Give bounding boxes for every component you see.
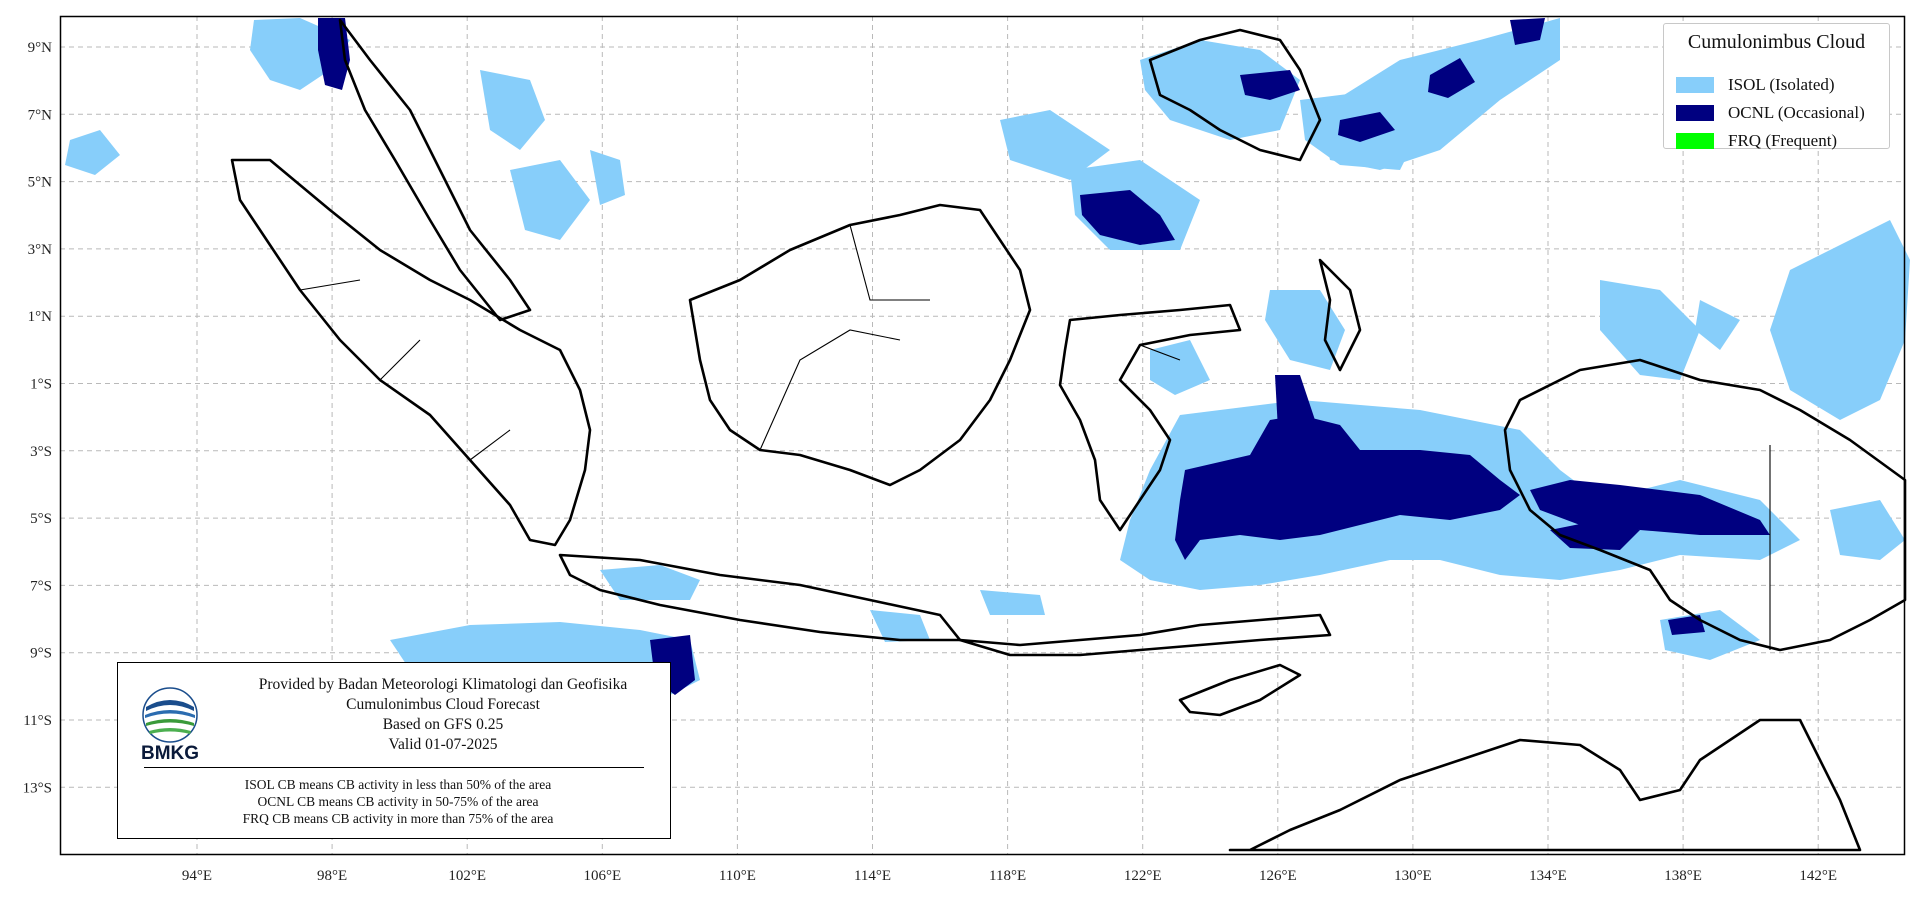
australia-coast bbox=[1228, 718, 1862, 852]
isol-area bbox=[1000, 110, 1110, 180]
legend: Cumulonimbus Cloud ISOL (Isolated) OCNL … bbox=[1663, 23, 1890, 152]
longitude-label: 130°E bbox=[1394, 868, 1432, 884]
longitude-label: 102°E bbox=[448, 868, 486, 884]
latitude-label: 5°S bbox=[30, 511, 52, 527]
coastlines bbox=[230, 18, 1907, 852]
longitude-labels: 94°E 98°E 102°E 106°E 110°E 114°E 118°E 122°E 12… bbox=[182, 868, 1837, 884]
latitude-label: 3°N bbox=[28, 242, 52, 258]
isol-area bbox=[1770, 220, 1910, 420]
latitude-label: 1°N bbox=[28, 309, 52, 325]
isol-area bbox=[480, 70, 545, 150]
info-product: Cumulonimbus Cloud Forecast bbox=[346, 696, 540, 713]
ocnl-area bbox=[1240, 70, 1300, 100]
info-provider: Provided by Badan Meteorologi Klimatolog… bbox=[258, 676, 628, 693]
legend-swatch-frq bbox=[1676, 133, 1714, 149]
latitude-label: 9°S bbox=[30, 646, 52, 662]
legend-item-isol: ISOL (Isolated) bbox=[1676, 74, 1835, 96]
latitude-label: 11°S bbox=[23, 713, 52, 729]
longitude-label: 134°E bbox=[1529, 868, 1567, 884]
ocnl-area bbox=[1668, 615, 1705, 635]
borneo-coast bbox=[688, 203, 1032, 487]
longitude-label: 98°E bbox=[317, 868, 347, 884]
isol-area bbox=[1265, 290, 1345, 370]
legend-label-frq: FRQ (Frequent) bbox=[1728, 131, 1838, 150]
ocnl-area bbox=[1428, 58, 1475, 98]
longitude-label: 114°E bbox=[854, 868, 891, 884]
java-coast bbox=[558, 553, 962, 642]
ocnl-area bbox=[1080, 190, 1175, 245]
latitude-label: 1°S bbox=[30, 377, 52, 393]
lesser-sunda-coast bbox=[958, 613, 1332, 657]
isol-area bbox=[1830, 500, 1905, 560]
legend-item-ocnl: OCNL (Occasional) bbox=[1676, 102, 1865, 124]
province-borders bbox=[299, 224, 1771, 650]
info-divider bbox=[144, 767, 644, 768]
info-model: Based on GFS 0.25 bbox=[382, 716, 504, 733]
info-note-ocnl: OCNL CB means CB activity in 50-75% of t… bbox=[257, 794, 539, 809]
mindanao-coast bbox=[1148, 28, 1322, 162]
isol-cloud-areas bbox=[65, 18, 1910, 710]
ocnl-area bbox=[1530, 480, 1770, 535]
borders bbox=[299, 224, 1771, 650]
longitude-label: 126°E bbox=[1259, 868, 1297, 884]
latitude-label: 9°N bbox=[28, 40, 52, 56]
legend-label-ocnl: OCNL (Occasional) bbox=[1728, 103, 1865, 122]
bmkg-logo-icon bbox=[142, 687, 198, 743]
halmahera-coast bbox=[1318, 258, 1362, 372]
isol-area bbox=[600, 565, 700, 600]
legend-title: Cumulonimbus Cloud bbox=[1687, 31, 1866, 53]
longitude-label: 118°E bbox=[989, 868, 1026, 884]
info-valid: Valid 01-07-2025 bbox=[388, 736, 498, 753]
ocnl-cloud-areas bbox=[318, 18, 1770, 695]
isol-area bbox=[980, 590, 1045, 615]
map-frame bbox=[59, 15, 1906, 856]
ocnl-area bbox=[1510, 18, 1545, 45]
info-note-isol: ISOL CB means CB activity in less than 5… bbox=[244, 777, 552, 792]
malay-peninsula-coast bbox=[338, 18, 532, 322]
legend-swatch-ocnl bbox=[1676, 105, 1714, 121]
latitude-label: 7°N bbox=[28, 107, 52, 123]
latitude-label: 13°S bbox=[23, 780, 52, 796]
ocnl-area bbox=[1338, 112, 1395, 142]
isol-area bbox=[1150, 340, 1210, 395]
info-box: BMKG Provided by Badan Meteorologi Klima… bbox=[117, 662, 671, 839]
ocnl-area bbox=[1550, 520, 1640, 550]
latitude-label: 3°S bbox=[30, 444, 52, 460]
info-note-frq: FRQ CB means CB activity in more than 75… bbox=[242, 811, 554, 826]
longitude-label: 122°E bbox=[1124, 868, 1162, 884]
isol-area bbox=[65, 130, 120, 175]
ocnl-area bbox=[1175, 415, 1520, 560]
new-guinea-coast bbox=[1503, 358, 1907, 652]
isol-area bbox=[1695, 300, 1740, 350]
isol-area bbox=[590, 150, 625, 205]
longitude-label: 110°E bbox=[719, 868, 756, 884]
latitude-label: 7°S bbox=[30, 578, 52, 594]
timor-coast bbox=[1178, 663, 1302, 717]
legend-item-frq: FRQ (Frequent) bbox=[1676, 130, 1837, 152]
latitude-labels: 9°N 7°N 5°N 3°N 1°N 1°S 3°S 5°S 7°S 9°S 11°S 13°S bbox=[23, 40, 52, 796]
longitude-label: 142°E bbox=[1799, 868, 1837, 884]
longitude-label: 94°E bbox=[182, 868, 212, 884]
logo-text: BMKG bbox=[141, 743, 200, 764]
isol-area bbox=[870, 610, 930, 642]
sulawesi-coast bbox=[1058, 303, 1242, 532]
legend-swatch-isol bbox=[1676, 77, 1714, 93]
isol-area bbox=[1600, 280, 1700, 380]
isol-area bbox=[510, 160, 590, 240]
sumatra-coast bbox=[230, 158, 592, 547]
latitude-label: 5°N bbox=[28, 175, 52, 191]
longitude-label: 106°E bbox=[583, 868, 621, 884]
isol-area bbox=[1140, 40, 1300, 140]
legend-label-isol: ISOL (Isolated) bbox=[1728, 75, 1835, 94]
longitude-label: 138°E bbox=[1664, 868, 1702, 884]
